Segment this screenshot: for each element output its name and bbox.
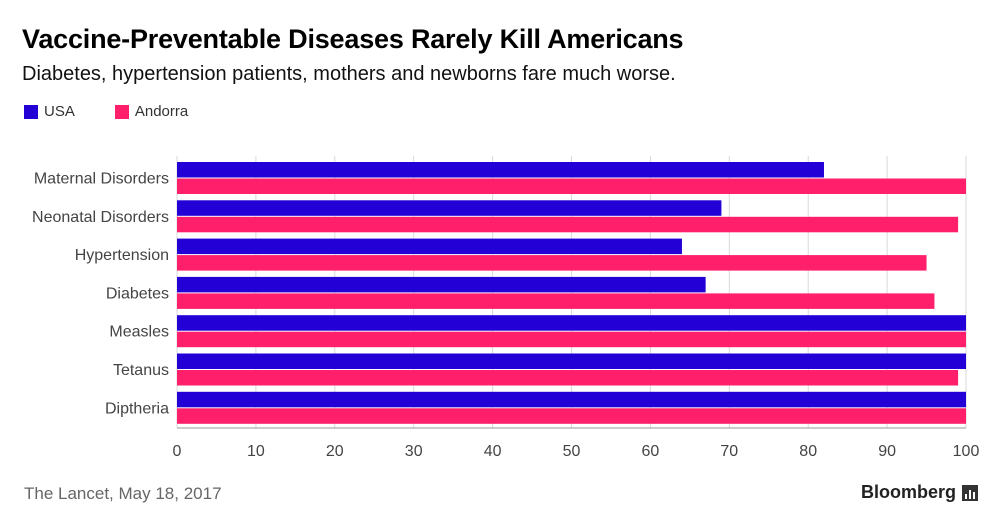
bar-andorra (177, 331, 966, 348)
x-tick-label: 10 (247, 443, 265, 460)
legend-label-usa: USA (44, 103, 75, 120)
y-category-label: Hypertension (75, 247, 169, 264)
x-tick-label: 50 (563, 443, 581, 460)
x-tick-label: 30 (405, 443, 423, 460)
bar-usa (177, 391, 966, 408)
bar-usa (177, 200, 722, 216)
bar-andorra (177, 293, 935, 309)
x-tick-label: 90 (878, 443, 896, 460)
legend-item-usa: USA (24, 103, 75, 120)
legend-label-andorra: Andorra (134, 103, 189, 120)
legend-swatch-usa (24, 104, 38, 119)
chart-title: Vaccine-Preventable Diseases Rarely Kill… (22, 24, 684, 54)
bar-andorra (177, 408, 966, 424)
y-category-label: Diabetes (106, 285, 169, 302)
bar-chart: 0 10 20 30 40 50 60 70 80 90 100 Maternal Disorders… (32, 156, 980, 460)
y-category-label: Neonatal Disorders (32, 209, 169, 226)
legend-swatch-andorra (114, 104, 129, 119)
x-tick-label: 20 (326, 443, 344, 460)
source-note: The Lancet, May 18, 2017 (24, 484, 222, 503)
y-category-label: Maternal Disorders (34, 171, 169, 188)
legend-item-andorra: Andorra (114, 103, 189, 120)
bar-usa (177, 315, 966, 331)
x-tick-label: 80 (799, 443, 817, 460)
x-tick-label: 100 (953, 443, 980, 460)
bar-usa (177, 238, 682, 255)
chart-subtitle: Diabetes, hypertension patients, mothers… (22, 63, 676, 85)
x-tick-label: 60 (642, 443, 660, 460)
brand-name: Bloomberg (860, 482, 956, 502)
x-tick-label: 40 (484, 443, 502, 460)
x-tick-label: 0 (173, 443, 182, 460)
bar-usa (177, 276, 706, 293)
bar-andorra (177, 216, 959, 233)
bar-usa (177, 162, 824, 178)
y-category-label: Tetanus (113, 362, 169, 379)
legend: USA Andorra (24, 103, 228, 120)
bloomberg-chart-icon (962, 484, 978, 501)
bar-andorra (177, 255, 927, 271)
x-tick-label: 70 (720, 443, 738, 460)
bar-usa (177, 353, 966, 369)
bar-andorra (177, 370, 959, 386)
y-category-label: Diptheria (105, 400, 169, 417)
bar-andorra (177, 178, 966, 194)
brand-logo: Bloomberg (861, 482, 978, 503)
y-category-label: Measles (109, 324, 169, 341)
